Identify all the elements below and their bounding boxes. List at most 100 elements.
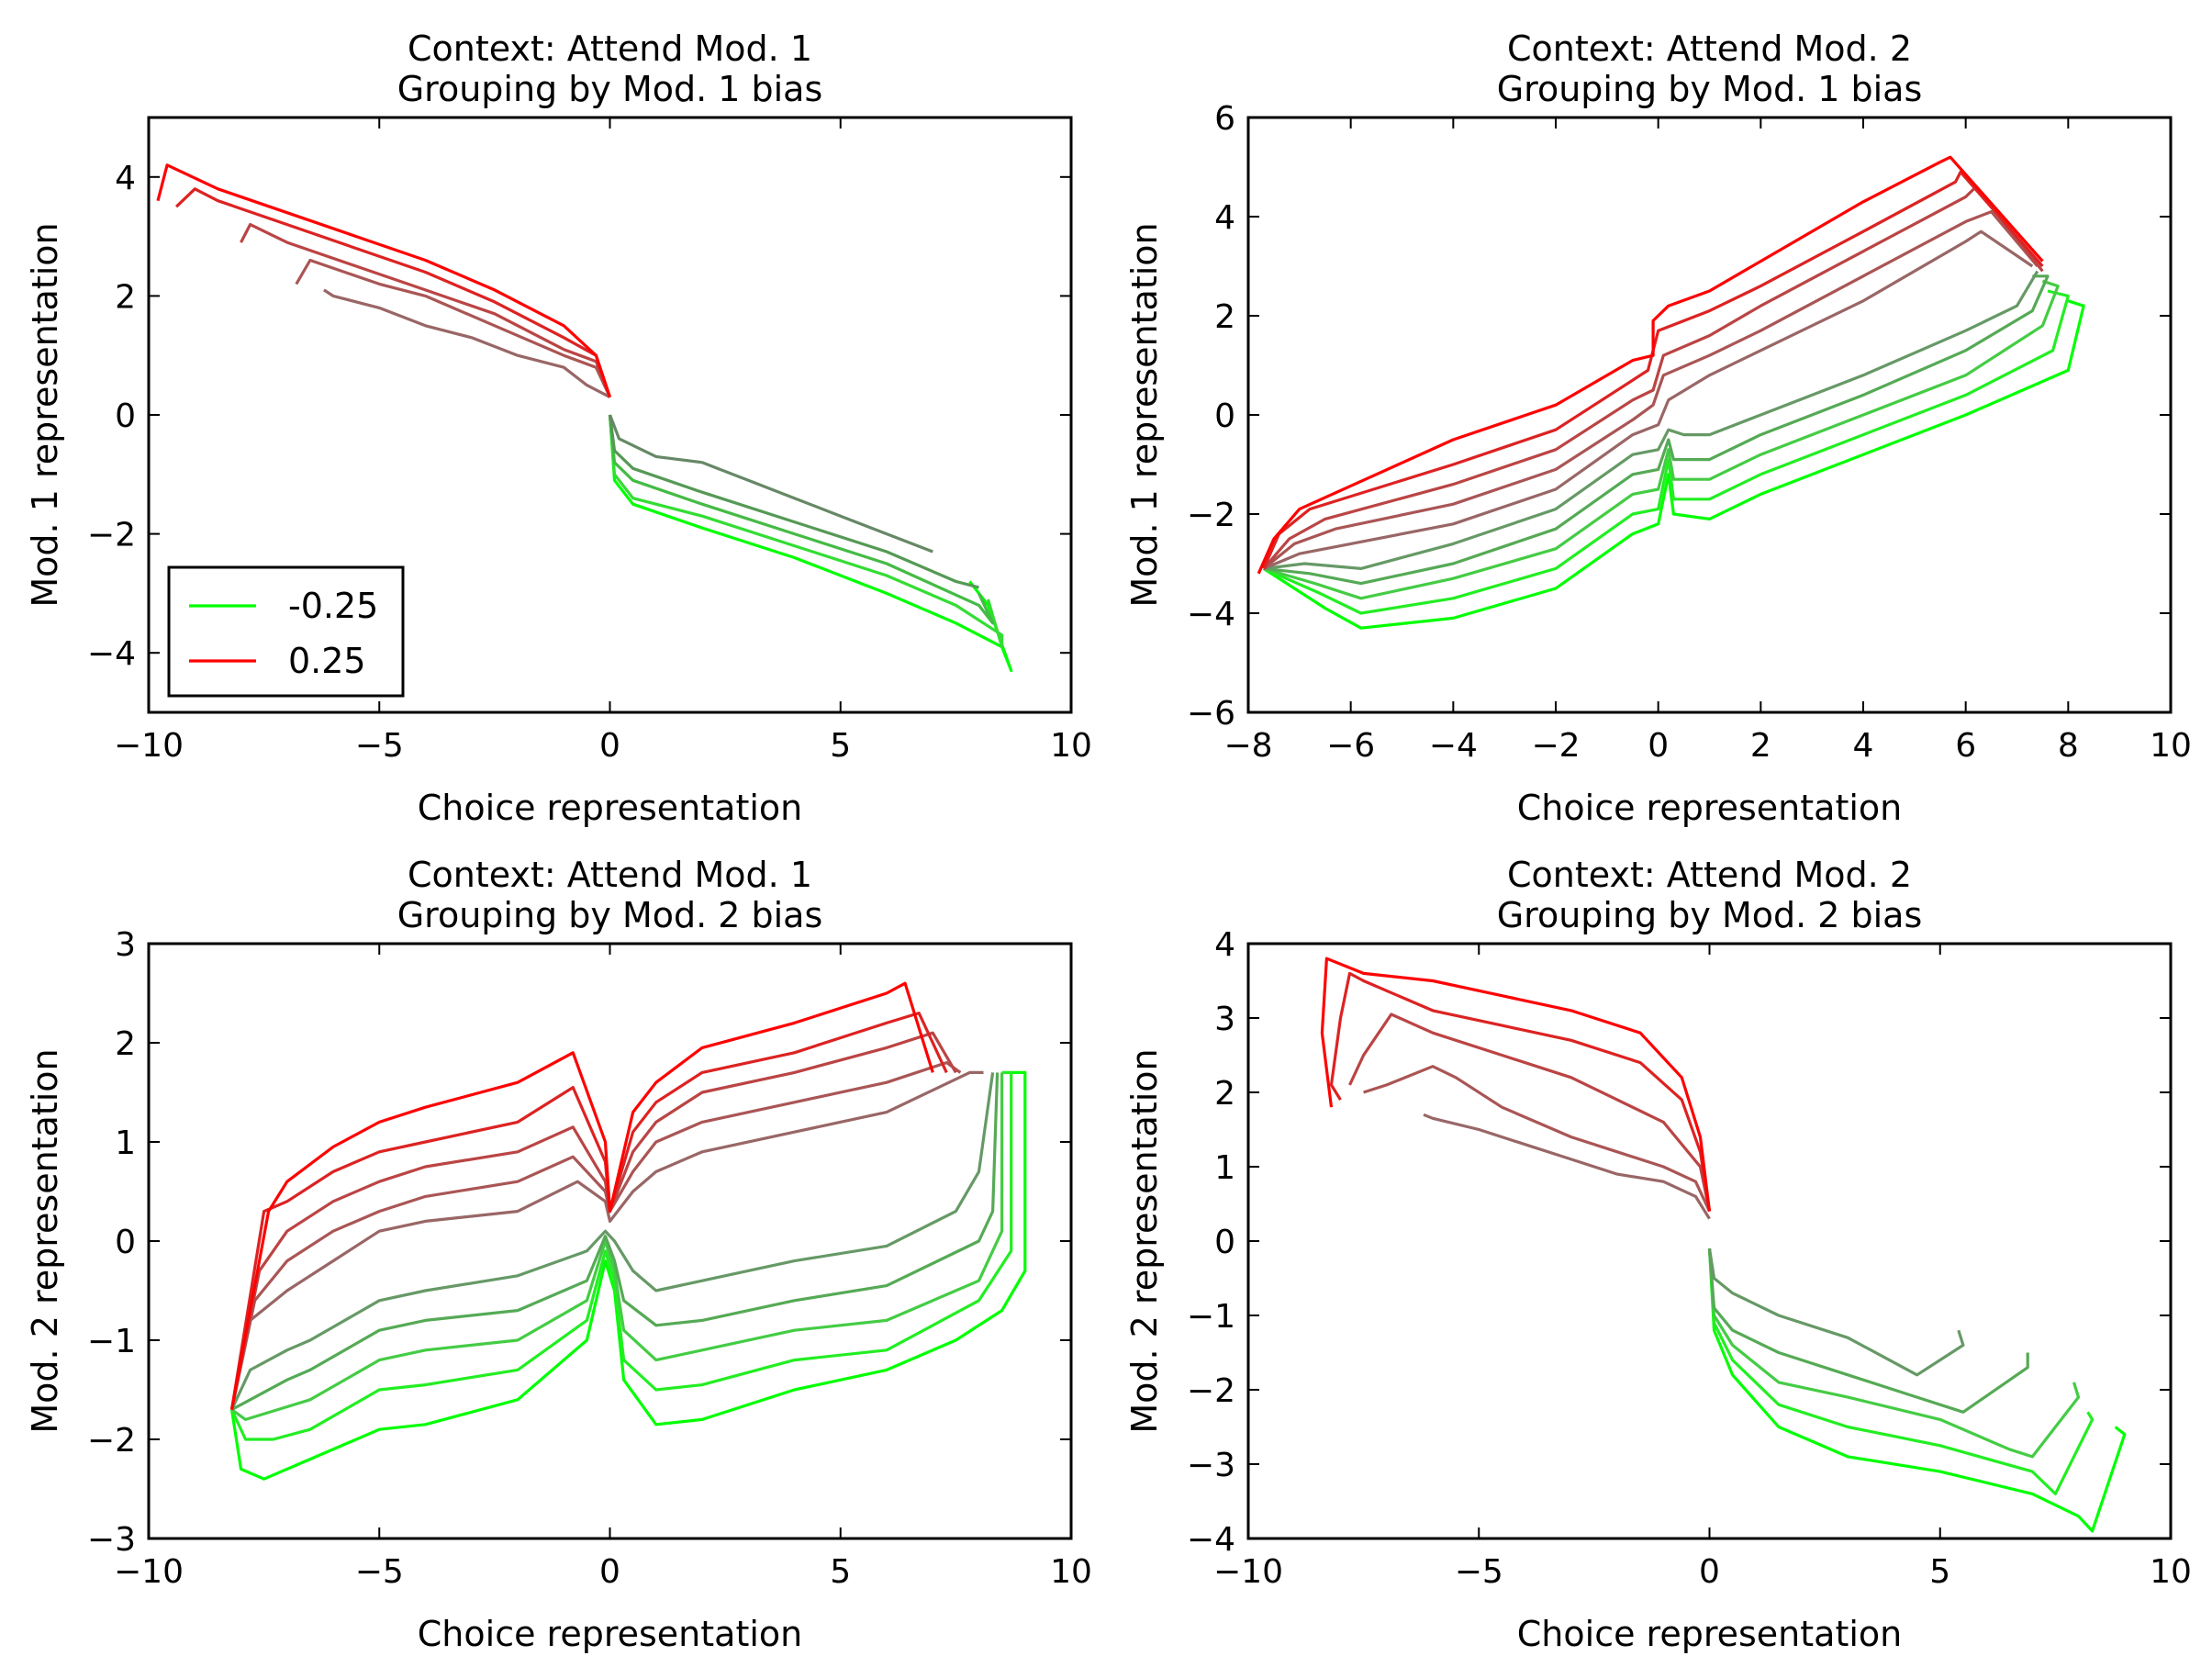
series-line-7 xyxy=(295,258,611,398)
y-tick-label: 2 xyxy=(115,278,136,316)
x-tick-label: −5 xyxy=(1455,1553,1503,1591)
x-tick-label: −4 xyxy=(1429,727,1478,765)
series-group xyxy=(1320,957,2127,1533)
x-tick-label: −8 xyxy=(1223,727,1272,765)
legend-label: 0.25 xyxy=(288,641,366,681)
series-line-5 xyxy=(1707,1247,1965,1377)
chart-subtitle: Grouping by Mod. 2 bias xyxy=(397,895,823,935)
series-line-2 xyxy=(1263,289,2070,615)
x-tick-label: 0 xyxy=(1699,1553,1720,1591)
legend-label: -0.25 xyxy=(288,586,378,626)
x-tick-label: −5 xyxy=(355,727,404,765)
plot-frame xyxy=(1246,116,2173,714)
x-tick-label: −10 xyxy=(114,1553,184,1591)
series-line-4 xyxy=(230,1072,1000,1412)
series-line-7 xyxy=(1262,210,2039,570)
series-line-6 xyxy=(229,1070,984,1410)
y-tick-label: 2 xyxy=(1214,298,1235,336)
y-tick-label: −2 xyxy=(1187,497,1235,534)
y-axis-label: Mod. 2 representation xyxy=(25,1048,65,1433)
series-line-10 xyxy=(1257,155,2044,575)
y-tick-label: 4 xyxy=(115,160,136,197)
x-tick-label: 6 xyxy=(1955,727,1976,765)
y-tick-label: 4 xyxy=(1214,926,1235,964)
series-line-4 xyxy=(1707,1247,2029,1414)
series-line-1 xyxy=(1707,1248,2127,1533)
y-tick-label: −4 xyxy=(87,635,136,673)
x-tick-label: −6 xyxy=(1326,727,1375,765)
chart-title: Context: Attend Mod. 1 xyxy=(408,855,812,895)
series-line-5 xyxy=(609,414,933,554)
x-tick-label: −5 xyxy=(355,1553,404,1591)
series-line-9 xyxy=(229,1012,948,1410)
series-line-5 xyxy=(230,1072,995,1411)
x-tick-label: 0 xyxy=(1648,727,1669,765)
y-tick-label: 2 xyxy=(1214,1075,1235,1113)
series-line-8 xyxy=(1348,1013,1712,1212)
series-line-2 xyxy=(608,414,1004,649)
legend-box xyxy=(167,565,405,698)
y-tick-label: 0 xyxy=(1214,1224,1235,1261)
y-axis-label: Mod. 2 representation xyxy=(1124,1048,1165,1433)
chart-subtitle: Grouping by Mod. 1 bias xyxy=(1497,69,1923,109)
chart-title: Context: Attend Mod. 2 xyxy=(1507,855,1912,895)
series-line-8 xyxy=(229,1031,957,1410)
x-tick-label: −10 xyxy=(1213,1553,1283,1591)
series-line-10 xyxy=(1320,957,1712,1212)
series-line-9 xyxy=(174,187,612,398)
plot-frame xyxy=(1246,942,2173,1540)
y-tick-label: −3 xyxy=(1187,1447,1235,1484)
legend: -0.25 0.25 xyxy=(167,565,405,698)
y-tick-label: 1 xyxy=(1214,1149,1235,1187)
y-tick-label: −1 xyxy=(1187,1298,1235,1336)
x-axis-label: Choice representation xyxy=(1517,788,1902,828)
y-tick-label: −1 xyxy=(87,1323,136,1360)
y-tick-label: 0 xyxy=(115,397,136,435)
series-line-2 xyxy=(1707,1248,2095,1495)
x-tick-label: 10 xyxy=(2150,727,2192,765)
x-tick-label: 2 xyxy=(1750,727,1771,765)
y-tick-label: −2 xyxy=(1187,1372,1235,1410)
series-group xyxy=(229,981,1027,1481)
x-tick-label: −10 xyxy=(114,727,184,765)
series-line-3 xyxy=(230,1072,1004,1421)
series-line-8 xyxy=(240,223,611,398)
x-axis-label: Choice representation xyxy=(418,788,802,828)
series-line-10 xyxy=(229,981,934,1410)
x-tick-label: 5 xyxy=(830,1553,851,1591)
y-tick-label: −4 xyxy=(1187,596,1235,633)
y-tick-label: 2 xyxy=(115,1025,136,1063)
series-group xyxy=(156,163,1013,673)
y-tick-label: 6 xyxy=(1214,100,1235,138)
x-tick-label: 0 xyxy=(599,1553,620,1591)
y-tick-label: 1 xyxy=(115,1124,136,1162)
series-line-6 xyxy=(1263,229,2034,570)
x-tick-label: 10 xyxy=(2150,1553,2192,1591)
series-line-6 xyxy=(323,288,611,399)
chart-title: Context: Attend Mod. 1 xyxy=(408,28,812,69)
x-axis-label: Choice representation xyxy=(418,1614,802,1654)
series-line-1 xyxy=(608,414,1013,673)
y-tick-label: −2 xyxy=(87,517,136,554)
series-group xyxy=(1257,155,2085,630)
y-tick-label: 0 xyxy=(115,1224,136,1261)
x-tick-label: −2 xyxy=(1531,727,1580,765)
y-tick-label: −3 xyxy=(87,1521,136,1559)
chart-title: Context: Attend Mod. 2 xyxy=(1507,28,1912,69)
y-tick-label: 3 xyxy=(115,926,136,964)
y-tick-label: −6 xyxy=(1187,695,1235,733)
x-tick-label: 0 xyxy=(599,727,620,765)
y-tick-label: 4 xyxy=(1214,199,1235,237)
series-line-4 xyxy=(608,414,979,589)
x-tick-label: 4 xyxy=(1853,727,1874,765)
y-tick-label: 3 xyxy=(1214,1001,1235,1038)
series-line-9 xyxy=(1329,971,1712,1212)
series-line-1 xyxy=(1262,299,2085,630)
y-tick-label: −4 xyxy=(1187,1521,1235,1559)
x-axis-label: Choice representation xyxy=(1517,1614,1902,1654)
x-tick-label: 8 xyxy=(2058,727,2079,765)
series-line-3 xyxy=(1707,1247,2081,1459)
x-tick-label: 5 xyxy=(1929,1553,1950,1591)
